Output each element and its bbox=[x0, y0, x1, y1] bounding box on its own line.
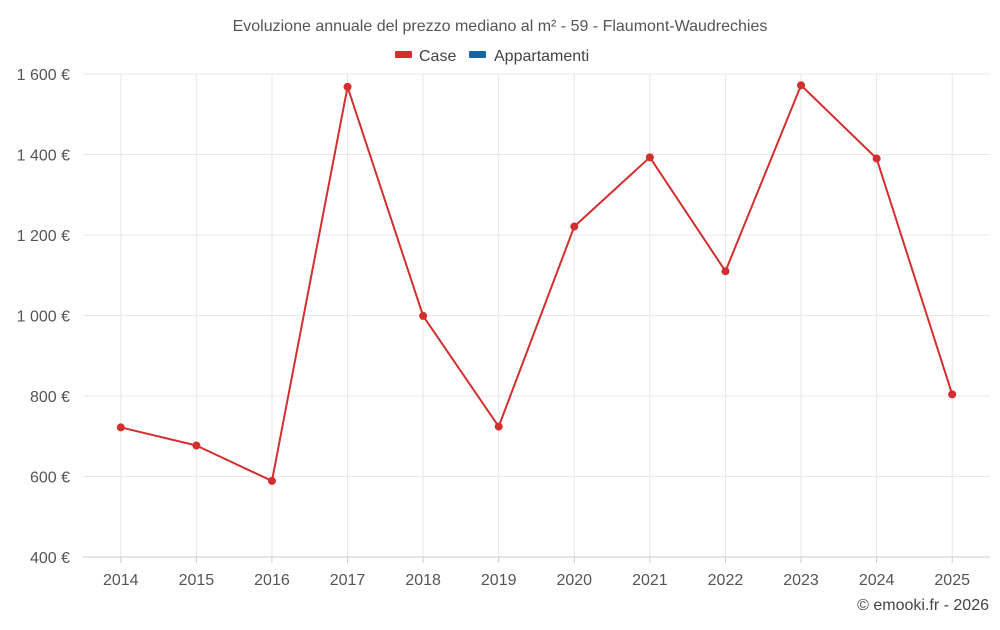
data-point-case-2020[interactable] bbox=[570, 222, 579, 231]
x-tick-label-2021: 2021 bbox=[632, 572, 668, 589]
chart-legend: Case Appartamenti bbox=[395, 48, 589, 65]
data-point-case-2016[interactable] bbox=[267, 476, 276, 485]
data-point-case-2014[interactable] bbox=[116, 423, 125, 432]
x-tick-label-2020: 2020 bbox=[556, 572, 592, 589]
x-tick-label-2017: 2017 bbox=[330, 572, 366, 589]
y-tick-label-600: 600 € bbox=[30, 470, 70, 487]
data-point-case-2022[interactable] bbox=[721, 267, 730, 276]
series-layer bbox=[116, 81, 957, 485]
data-point-case-2025[interactable] bbox=[948, 390, 957, 399]
x-tick-label-2015: 2015 bbox=[179, 572, 215, 589]
x-tick-label-2023: 2023 bbox=[783, 572, 819, 589]
y-tick-label-800: 800 € bbox=[30, 389, 70, 406]
data-point-case-2019[interactable] bbox=[494, 422, 503, 431]
y-tick-label-1600: 1 600 € bbox=[17, 67, 70, 84]
axis-layer: 400 € 600 € 800 € 1 000 € 1 200 € 1 400 € 1 60… bbox=[17, 67, 990, 589]
legend-swatch-case bbox=[395, 51, 412, 58]
x-tick-label-2014: 2014 bbox=[103, 572, 139, 589]
legend-item-appartamenti[interactable]: Appartamenti bbox=[469, 48, 589, 65]
data-point-case-2024[interactable] bbox=[872, 154, 881, 163]
legend-item-case[interactable]: Case bbox=[395, 48, 456, 65]
x-tick-label-2024: 2024 bbox=[859, 572, 895, 589]
legend-swatch-appartamenti bbox=[469, 51, 486, 58]
y-tick-label-400: 400 € bbox=[30, 550, 70, 567]
y-tick-label-1200: 1 200 € bbox=[17, 228, 70, 245]
x-tick-label-2018: 2018 bbox=[405, 572, 441, 589]
chart-credit[interactable]: © emooki.fr - 2026 bbox=[857, 597, 989, 614]
x-tick-label-2019: 2019 bbox=[481, 572, 517, 589]
grid-layer bbox=[83, 73, 990, 558]
legend-label-appartamenti: Appartamenti bbox=[494, 48, 589, 65]
series-line-case[interactable] bbox=[120, 84, 954, 482]
data-point-case-2015[interactable] bbox=[192, 441, 201, 450]
legend-label-case: Case bbox=[419, 48, 456, 65]
data-point-case-2017[interactable] bbox=[343, 82, 352, 91]
x-tick-label-2025: 2025 bbox=[934, 572, 970, 589]
y-tick-label-1400: 1 400 € bbox=[17, 148, 70, 165]
data-point-case-2018[interactable] bbox=[419, 311, 428, 320]
x-tick-label-2016: 2016 bbox=[254, 572, 290, 589]
chart-title: Evoluzione annuale del prezzo mediano al… bbox=[233, 18, 768, 35]
y-tick-label-1000: 1 000 € bbox=[17, 309, 70, 326]
data-point-case-2023[interactable] bbox=[797, 81, 806, 90]
x-tick-label-2022: 2022 bbox=[708, 572, 744, 589]
data-point-case-2021[interactable] bbox=[645, 153, 654, 162]
